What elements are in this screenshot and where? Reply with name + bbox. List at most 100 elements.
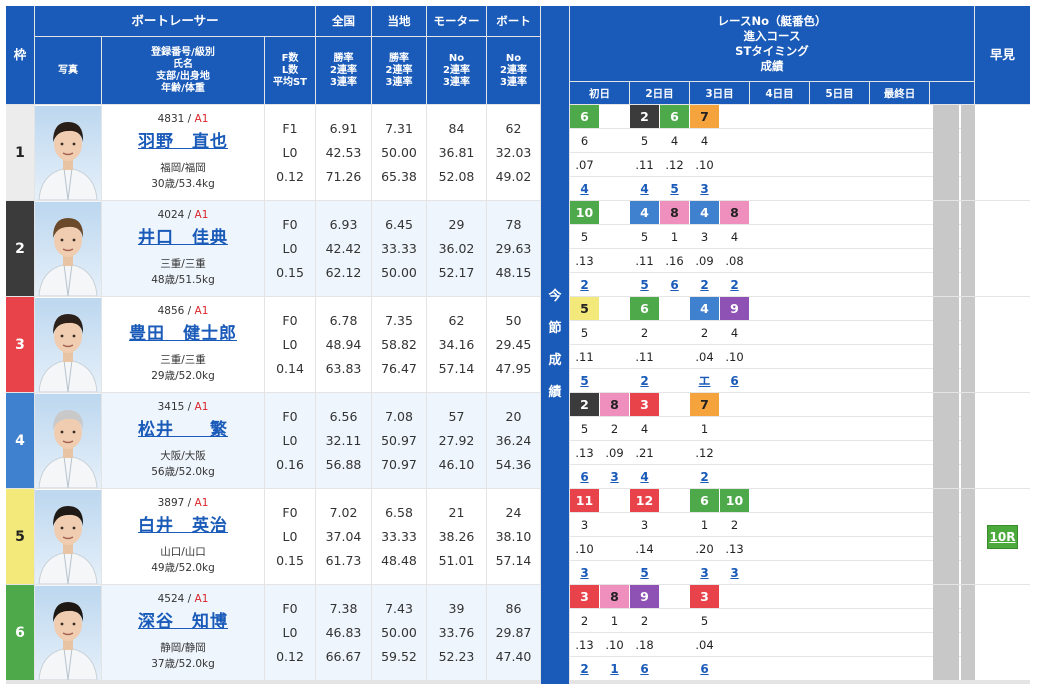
f-count: F1 — [282, 120, 298, 136]
boat-column: 50 29.45 47.95 — [487, 297, 540, 392]
st-timing: .08 — [725, 253, 744, 268]
age-weight: 30歳/53.4kg — [151, 178, 215, 190]
zenkoku-2ren: 46.83 — [325, 624, 362, 640]
st-timing: .11 — [635, 349, 654, 364]
zenkoku-3ren: 62.12 — [325, 264, 362, 280]
day-header-6: 最終日 — [870, 82, 929, 104]
race-result-link[interactable]: 4 — [640, 469, 649, 484]
race-result-link[interactable]: 4 — [640, 181, 649, 196]
motor-3ren: 46.10 — [438, 456, 475, 472]
race-number-badge: 8 — [660, 201, 689, 224]
race-result-link[interactable]: 1 — [610, 661, 619, 676]
touchi-column: 6.45 33.33 50.00 — [372, 201, 426, 296]
l-count: L0 — [282, 240, 298, 256]
race-result-link[interactable]: 6 — [640, 661, 649, 676]
touchi-column: 7.35 58.82 76.47 — [372, 297, 426, 392]
race-result-link[interactable]: 5 — [670, 181, 679, 196]
race-result-link[interactable]: 3 — [610, 469, 619, 484]
zenkoku-2ren: 48.94 — [325, 336, 362, 352]
age-weight: 48歳/51.5kg — [151, 274, 215, 286]
day-header-4: 4日目 — [750, 82, 809, 104]
entry-course: 2 — [730, 517, 739, 532]
racer-name[interactable]: 深谷 知博 — [138, 612, 228, 632]
touchi-2ren: 50.97 — [381, 432, 417, 448]
racer-name[interactable]: 羽野 直也 — [138, 132, 228, 152]
race-result-link[interactable]: 3 — [580, 565, 589, 580]
touchi-3ren: 59.52 — [381, 648, 417, 664]
race-number-badge: 9 — [630, 585, 659, 608]
frame-number: 2 — [6, 201, 34, 296]
race-result-link[interactable]: エ — [698, 374, 711, 388]
race-result-link[interactable]: 2 — [640, 373, 649, 388]
motor-column: 84 36.81 52.08 — [427, 105, 486, 200]
race-result-link[interactable]: 6 — [670, 277, 679, 292]
zenkoku-win-rate: 6.78 — [329, 312, 358, 328]
touchi-win-rate: 6.45 — [385, 216, 413, 232]
st-timing: .11 — [575, 349, 594, 364]
racer-name[interactable]: 井口 佳典 — [138, 228, 228, 248]
entry-course: 1 — [700, 517, 709, 532]
touchi-column: 7.43 50.00 59.52 — [372, 585, 426, 680]
race-number-badge: 6 — [570, 105, 599, 128]
race-result-link[interactable]: 6 — [700, 661, 709, 676]
st-timing: .10 — [575, 541, 594, 556]
entry-course: 5 — [700, 613, 709, 628]
racer-name[interactable]: 白井 英治 — [138, 516, 228, 536]
zenkoku-3ren: 66.67 — [325, 648, 362, 664]
race-result-link[interactable]: 6 — [730, 373, 739, 388]
zenkoku-3ren: 61.73 — [325, 552, 362, 568]
branch-origin: 三重/三重 — [160, 354, 206, 366]
st-timing: .11 — [635, 157, 654, 172]
reg-separator: / — [184, 593, 195, 605]
race-result-link[interactable]: 3 — [700, 181, 709, 196]
race-result-link[interactable]: 2 — [580, 661, 589, 676]
st-timing: .04 — [695, 349, 714, 364]
race-result-link[interactable]: 5 — [580, 373, 589, 388]
race-result-link[interactable]: 2 — [700, 469, 709, 484]
race-result-link[interactable]: 6 — [580, 469, 589, 484]
day-header-2: 2日目 — [630, 82, 689, 104]
motor-sub: No 2連率 3連率 — [427, 37, 486, 104]
race-result-link[interactable]: 5 — [640, 565, 649, 580]
grid-line — [570, 176, 974, 177]
unused-column — [933, 393, 959, 488]
race-number-badge: 8 — [720, 201, 749, 224]
fl-column: F0 L0 0.12 — [265, 585, 315, 680]
reg-header: 登録番号/級別 氏名 支部/出身地 年齢/体重 — [102, 37, 264, 104]
race-result-link[interactable]: 3 — [730, 565, 739, 580]
unused-column — [933, 297, 959, 392]
race-result-link[interactable]: 2 — [730, 277, 739, 292]
racer-name[interactable]: 松井 繁 — [138, 420, 228, 440]
race-result-link[interactable]: 2 — [580, 277, 589, 292]
race-result-link[interactable]: 4 — [580, 181, 589, 196]
unused-column — [933, 105, 959, 200]
race-result-link[interactable]: 5 — [640, 277, 649, 292]
boat-no: 20 — [505, 408, 522, 424]
zenkoku-2ren: 32.11 — [325, 432, 362, 448]
motor-no: 29 — [448, 216, 465, 232]
reg-separator: / — [184, 401, 195, 413]
st-timing: .14 — [635, 541, 654, 556]
boat-column: 24 38.10 57.14 — [487, 489, 540, 584]
race-result-link[interactable]: 3 — [700, 565, 709, 580]
race-number-badge: 5 — [570, 297, 599, 320]
race-number-badge: 7 — [690, 105, 719, 128]
entry-course: 4 — [730, 229, 739, 244]
st-timing: .13 — [575, 253, 594, 268]
st-timing: .07 — [575, 157, 594, 172]
avg-st: 0.15 — [276, 264, 304, 280]
reg-line: 4024 / A1 — [158, 209, 209, 225]
waku-header: 枠 — [6, 6, 34, 104]
racer-name[interactable]: 豊田 健士郎 — [129, 324, 237, 344]
entry-course: 2 — [580, 613, 589, 628]
konsetsu-char-3: 成 — [548, 353, 562, 368]
zenkoku-win-rate: 6.91 — [329, 120, 358, 136]
race-number-badge: 4 — [630, 201, 659, 224]
touchi-header: 当地 — [372, 6, 426, 36]
boat-2ren: 36.24 — [495, 432, 532, 448]
hayami-race-button[interactable]: 10R — [987, 524, 1018, 549]
day-header-3: 3日目 — [690, 82, 749, 104]
entry-course: 5 — [580, 421, 589, 436]
class-badge: A1 — [194, 113, 209, 125]
race-result-link[interactable]: 2 — [700, 277, 709, 292]
